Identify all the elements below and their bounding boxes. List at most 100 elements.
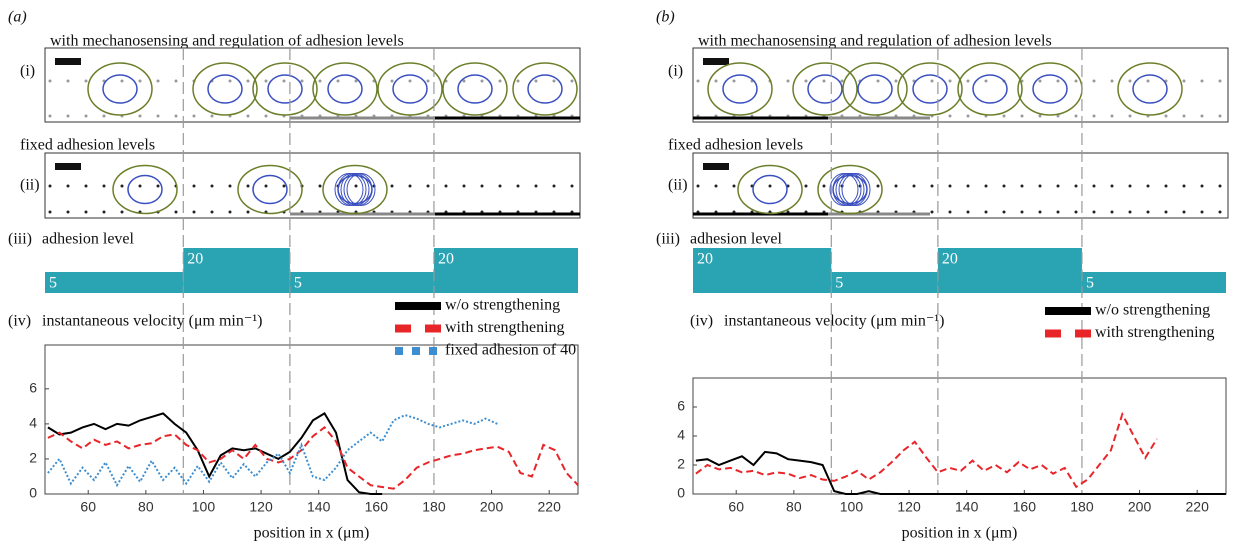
pattern-dot [732, 184, 736, 188]
adhesion-bar [1081, 272, 1226, 293]
scale-bar [55, 58, 81, 65]
cell-outline [512, 62, 578, 116]
cell-nucleus [722, 74, 758, 104]
adhesion-label: 5 [49, 275, 57, 292]
pattern-dot [1074, 184, 1078, 188]
pattern-dot [138, 79, 142, 83]
cell-outline [1117, 62, 1183, 116]
row-title: instantaneous velocity (μm min⁻¹) [42, 313, 262, 330]
pattern-dot [1200, 114, 1204, 118]
pattern-dot [984, 79, 988, 83]
adhesion-bar [289, 272, 434, 293]
pattern-dot [930, 210, 934, 214]
pattern-dot [822, 184, 826, 188]
cell-nucleus [1032, 74, 1068, 104]
cell-nucleus [807, 74, 843, 104]
x-tick-label: 100 [192, 499, 216, 515]
pattern-dot [390, 184, 394, 188]
cell-nucleus [252, 174, 288, 205]
pattern-dot [264, 184, 268, 188]
scale-bar [703, 58, 729, 65]
pattern-dot [1092, 184, 1096, 188]
cell-outline [252, 62, 318, 116]
cell-nucleus [972, 74, 1008, 104]
pattern-dot [318, 79, 322, 83]
pattern-dot [462, 184, 466, 188]
pattern-dot [84, 114, 88, 118]
cell-nucleus [752, 174, 788, 205]
pattern-dot [498, 79, 502, 83]
pattern-dot [480, 79, 484, 83]
pattern-dot [1020, 114, 1024, 118]
panel-label: (a) [8, 9, 27, 26]
cell-outline [957, 62, 1023, 116]
pattern-dot [1020, 184, 1024, 188]
cell-nucleus [267, 74, 303, 104]
cell-outline [312, 62, 378, 116]
pattern-dot [1092, 210, 1096, 214]
row-title: with mechanosensing and regulation of ad… [50, 33, 404, 50]
y-tick-label: 4 [29, 415, 37, 431]
legend-label: fixed adhesion of 40 [445, 342, 576, 359]
pattern-dot [1200, 184, 1204, 188]
pattern-dot [1164, 184, 1168, 188]
row-title: fixed adhesion levels [668, 137, 803, 154]
row-label: (i) [668, 63, 683, 80]
pattern-dot [264, 114, 268, 118]
pattern-dot [1200, 210, 1204, 214]
adhesion-label: 5 [294, 275, 302, 292]
pattern-dot [282, 79, 286, 83]
pattern-dot [1218, 114, 1222, 118]
pattern-dot [1056, 114, 1060, 118]
pattern-dot [534, 79, 538, 83]
adhesion-label: 20 [438, 251, 454, 268]
cell-outline [842, 62, 908, 116]
y-tick-label: 4 [677, 427, 685, 443]
pattern-dot [48, 79, 52, 83]
pattern-dot [948, 184, 952, 188]
pattern-dot [984, 210, 988, 214]
pattern-dot [1218, 184, 1222, 188]
adhesion-label: 20 [187, 251, 203, 268]
pattern-dot [102, 184, 106, 188]
pattern-dot [1038, 210, 1042, 214]
adhesion-bar [831, 272, 938, 293]
pattern-dot [246, 114, 250, 118]
pattern-dot [1164, 114, 1168, 118]
pattern-dot [156, 114, 160, 118]
pattern-dot [1110, 184, 1114, 188]
pattern-dot [822, 79, 826, 83]
pattern-dot [714, 184, 718, 188]
row-title: adhesion level [690, 231, 783, 248]
pattern-dot [246, 210, 250, 214]
pattern-dot [534, 184, 538, 188]
pattern-dot [1092, 114, 1096, 118]
y-tick-label: 2 [677, 456, 685, 472]
x-tick-label: 180 [422, 499, 446, 515]
adhesion-label: 5 [835, 275, 843, 292]
pattern-dot [48, 184, 52, 188]
pattern-dot [300, 79, 304, 83]
pattern-dot [696, 184, 700, 188]
cell-outline [87, 62, 153, 116]
legend-label: w/o strengthening [1095, 302, 1210, 319]
pattern-dot [138, 184, 142, 188]
y-tick-label: 0 [29, 485, 37, 501]
panel-label: (b) [656, 9, 675, 26]
plot-frame [44, 344, 579, 495]
cell-nucleus [392, 74, 428, 104]
pattern-dot [66, 184, 70, 188]
pattern-dot [966, 184, 970, 188]
cell-nucleus [857, 74, 893, 104]
pattern-dot [1092, 79, 1096, 83]
x-tick-label: 160 [365, 499, 389, 515]
pattern-dot [912, 184, 916, 188]
pattern-dot [84, 184, 88, 188]
adhesion-label: 20 [697, 251, 713, 268]
image-box [44, 152, 581, 219]
cell-outline [707, 62, 773, 116]
pattern-dot [804, 79, 808, 83]
pattern-dot [210, 184, 214, 188]
pattern-dot [552, 79, 556, 83]
cell-outline [817, 164, 883, 215]
